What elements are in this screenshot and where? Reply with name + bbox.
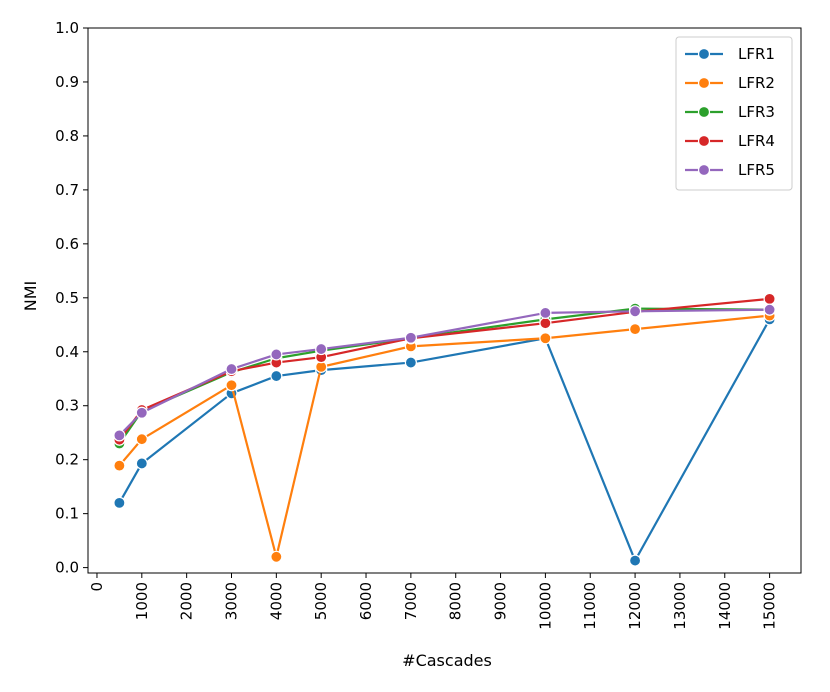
legend-swatch-marker: [697, 134, 711, 148]
y-tick-label: 0.9: [55, 73, 79, 91]
data-point: [270, 369, 283, 383]
data-point: [539, 306, 552, 320]
x-tick-label: 15000: [761, 582, 779, 630]
legend-swatch-marker: [697, 163, 711, 177]
y-tick-label: 0.5: [55, 289, 79, 307]
data-point: [225, 362, 238, 376]
legend-item-lfr3: LFR3: [685, 103, 775, 121]
y-tick-label: 0.0: [55, 559, 79, 577]
legend-swatch-marker: [697, 105, 711, 119]
data-point: [404, 331, 417, 344]
data-point: [628, 305, 642, 318]
data-point: [628, 554, 642, 567]
x-tick-label: 10000: [536, 582, 554, 630]
y-tick-label: 0.7: [55, 181, 79, 199]
data-point: [404, 356, 417, 369]
legend-item-lfr2: LFR2: [685, 74, 775, 92]
y-tick-label: 0.1: [55, 505, 79, 523]
legend-swatch-marker: [697, 76, 711, 90]
x-tick-label: 1000: [133, 582, 151, 620]
legend: LFR1 LFR2 LFR3 LFR4 LFR5: [675, 36, 793, 191]
y-axis-title: NMI: [21, 281, 40, 312]
data-point: [225, 379, 238, 392]
data-point: [270, 550, 283, 563]
data-point: [113, 429, 126, 442]
legend-label: LFR4: [738, 132, 775, 150]
x-tick-label: 4000: [267, 582, 285, 620]
legend-label: LFR3: [738, 103, 775, 121]
legend-item-lfr5: LFR5: [685, 161, 775, 179]
x-axis: 0 1000 2000 3000 4000 5000 6000 7000 8000 9000 100…: [88, 573, 779, 630]
x-tick-label: 13000: [671, 582, 689, 630]
data-point: [628, 322, 642, 336]
data-point: [135, 457, 148, 470]
data-point: [539, 332, 552, 345]
legend-label: LFR5: [738, 161, 775, 179]
legend-swatch-marker: [697, 47, 711, 61]
data-point: [135, 433, 148, 446]
series-layer: [113, 292, 776, 567]
x-tick-label: 6000: [357, 582, 375, 620]
x-tick-label: 12000: [626, 582, 644, 630]
legend-label: LFR2: [738, 74, 775, 92]
data-point: [315, 342, 328, 356]
legend-item-lfr1: LFR1: [685, 45, 775, 63]
series-lfr5: [113, 303, 776, 442]
data-point: [270, 348, 283, 361]
data-point: [113, 496, 126, 509]
y-tick-label: 0.4: [55, 343, 79, 361]
x-tick-label: 11000: [581, 582, 599, 630]
x-tick-label: 0: [88, 582, 106, 592]
x-tick-label: 2000: [178, 582, 196, 620]
legend-label: LFR1: [738, 45, 775, 63]
y-tick-label: 0.3: [55, 397, 79, 415]
series-lfr2: [113, 309, 776, 563]
y-tick-label: 0.2: [55, 451, 79, 469]
data-point: [763, 303, 776, 316]
x-tick-label: 3000: [222, 582, 240, 620]
data-point: [113, 459, 126, 472]
x-axis-title: #Cascades: [402, 651, 492, 670]
y-axis: 0.0 0.1 0.2 0.3 0.4 0.5 0.6 0.7 0.8 0.9 1.0: [55, 19, 88, 577]
y-tick-label: 0.8: [55, 127, 79, 145]
data-point: [135, 406, 148, 419]
x-tick-label: 7000: [402, 582, 420, 620]
x-tick-label: 14000: [716, 582, 734, 630]
legend-item-lfr4: LFR4: [685, 132, 775, 150]
data-point: [539, 317, 552, 330]
legend-box: [675, 36, 793, 191]
data-point: [763, 292, 776, 305]
y-tick-label: 1.0: [55, 19, 79, 37]
y-tick-label: 0.6: [55, 235, 79, 253]
x-tick-label: 9000: [492, 582, 510, 620]
x-tick-label: 5000: [312, 582, 330, 620]
x-tick-label: 8000: [447, 582, 465, 620]
